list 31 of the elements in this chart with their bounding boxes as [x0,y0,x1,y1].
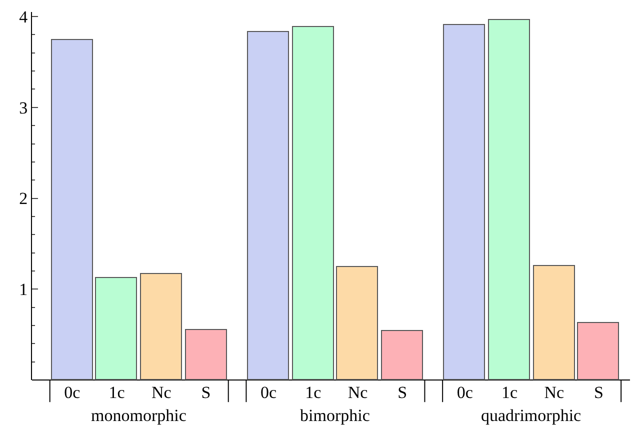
bar [247,31,289,380]
bar [381,330,423,380]
bar [488,19,530,380]
series-label: Nc [152,383,172,402]
text: S [398,383,408,402]
bar [95,277,137,380]
text: Nc [544,383,564,402]
bar [443,24,485,380]
y-tick-label: 2 [19,189,28,208]
x-tick-label: quadrimorphic [481,406,582,425]
text: 0c [456,383,473,402]
series-label: 0c [64,383,81,402]
bar [140,273,182,380]
bar [336,266,378,380]
y-tick-label: 1 [19,280,28,300]
y-tick-label: 4 [19,7,28,26]
x-tick-label: bimorphic [300,406,370,425]
series-label: S [201,383,211,402]
text: 0c [260,383,277,402]
text: S [594,383,604,402]
bar [533,265,575,380]
bar [185,329,227,380]
bar [577,322,619,380]
bar [292,26,334,380]
x-tick-label: monomorphic [91,406,187,425]
bar [51,39,93,380]
text: 1c [305,383,322,402]
text: 1c [501,383,518,402]
y-tick-label: 3 [19,98,28,118]
series-label: 1c [108,383,126,402]
text: Nc [348,383,368,402]
